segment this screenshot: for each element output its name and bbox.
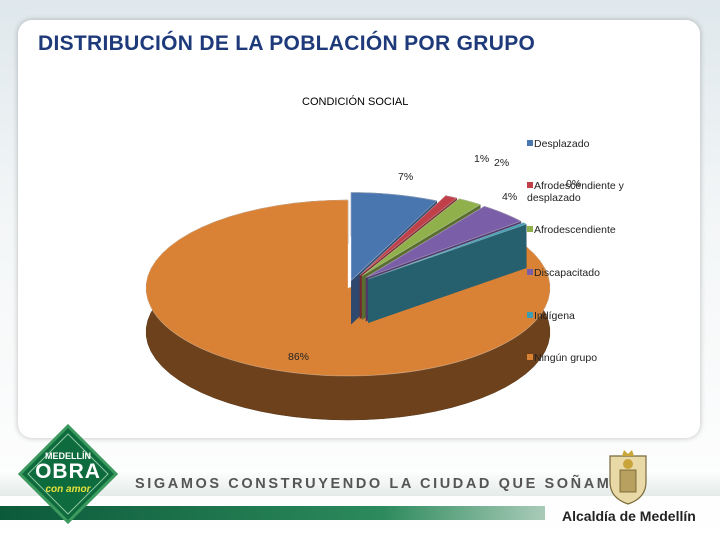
pie-slice-top-1 [359,195,458,276]
data-label-2: 2% [494,157,509,169]
legend-swatch-1 [527,182,533,188]
data-label-4: 0% [566,178,581,190]
logo-bottom-text: con amor [45,484,91,495]
footer-band [0,470,720,496]
legend-item-0: Desplazado [527,138,667,150]
legend-label-2: Afrodescendiente [534,224,616,236]
footer-slogan: SIGAMOS CONSTRUYENDO LA CIUDAD QUE SOÑAM… [135,476,638,492]
data-label-1: 1% [474,153,489,165]
legend-swatch-3 [527,269,533,275]
legend-label-3: Discapacitado [534,267,600,279]
legend-label-4: Indígena [534,310,575,322]
pie-slice-5 [145,199,551,421]
legend-item-3: Discapacitado [527,267,667,279]
pie-slice-4 [368,222,528,323]
legend-label-0: Desplazado [534,138,590,150]
legend-swatch-2 [527,226,533,232]
legend-swatch-4 [527,312,533,318]
pie-slice-top-0 [350,192,438,282]
legend-item-1: Afrodescendiente y desplazado [527,180,667,204]
legend-label-5: Ningún grupo [534,352,598,364]
logo-top-text: MEDELLÍN [45,451,91,461]
legend-swatch-0 [527,140,533,146]
pie-slice-edge-4-1 [368,224,527,323]
city-crest-icon [609,450,647,505]
footer-green-bar [0,506,545,520]
alcaldia-label: Alcaldía de Medellín [562,508,696,524]
data-label-3: 4% [502,191,517,203]
data-label-5: 86% [288,351,309,363]
logo-main-text: OBRA [35,460,101,483]
pie-slice-top-2 [361,198,482,277]
data-label-0: 7% [398,171,413,183]
legend-label-1: Afrodescendiente y desplazado [527,180,624,205]
legend-swatch-5 [527,354,533,360]
legend-item-2: Afrodescendiente [527,224,667,236]
page-title: DISTRIBUCIÓN DE LA POBLACIÓN POR GRUPO [38,32,536,55]
obra-con-amor-logo: MEDELLÍN OBRA con amor [17,423,119,525]
chart-title: CONDICIÓN SOCIAL [302,96,409,108]
pie-slice-top-3 [365,205,522,278]
legend-item-4: Indígena [527,310,667,322]
pie-slice-top-5 [145,199,551,377]
legend-item-5: Ningún grupo [527,352,667,364]
pie-slice-top-4 [368,222,528,280]
